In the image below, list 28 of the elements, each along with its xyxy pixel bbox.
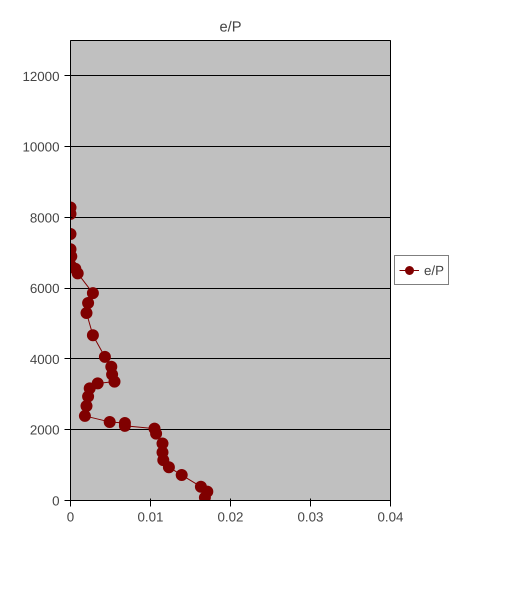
legend-label: e/P [424,262,444,278]
y-tick-label: 2000 [30,422,60,438]
point [80,400,92,412]
point [108,376,120,388]
point [86,329,99,342]
x-tick-label: 0.04 [378,510,404,524]
y-tick-label: 4000 [30,352,60,367]
point [86,287,99,300]
x-tick-label: 0.03 [298,510,324,524]
y-tick-label: 10000 [22,140,60,155]
point [98,350,111,363]
point [176,469,188,482]
point [72,267,84,280]
x-tick-label: 0 [66,510,74,524]
point [82,390,94,402]
point [78,410,91,422]
point [150,428,162,440]
point [82,297,94,310]
x-tick-label: 0.02 [218,510,244,524]
point [80,306,92,319]
point [104,416,116,428]
y-tick-label: 8000 [30,210,60,226]
point [162,461,175,474]
x-tick-label: 0.01 [138,510,164,524]
chart-title: e/P [220,20,242,36]
y-tick-label: 12000 [22,68,60,84]
y-tick-label: 0 [52,494,60,508]
y-tick-label: 6000 [30,281,60,296]
